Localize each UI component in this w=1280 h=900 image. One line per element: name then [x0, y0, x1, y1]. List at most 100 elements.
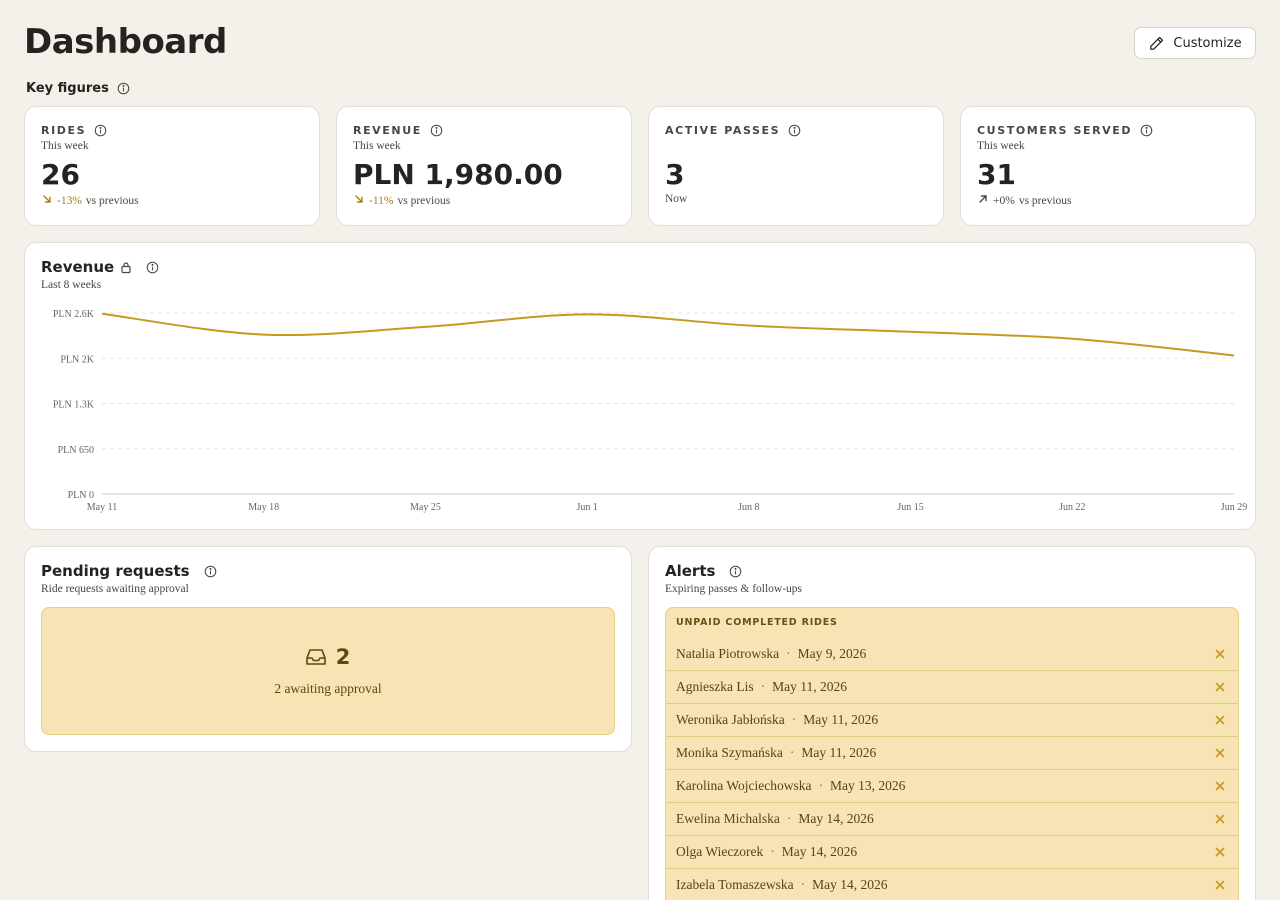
y-tick-label: PLN 650 [58, 445, 94, 456]
inbox-icon [305, 648, 326, 666]
separator-dot: · [770, 844, 775, 859]
info-icon[interactable] [788, 124, 801, 137]
alert-date: May 9, 2026 [797, 646, 867, 661]
alert-customer-name: Monika Szymańska [676, 745, 783, 760]
kpi-card-revenue: REVENUE This week PLN 1,980.00 -11% vs p… [336, 106, 632, 226]
alert-customer-name: Olga Wieczorek [676, 844, 764, 859]
kpi-card-active-passes: ACTIVE PASSES 3 Now [648, 106, 944, 226]
kpi-period: This week [41, 140, 89, 152]
kpi-trend-suffix: vs previous [1018, 194, 1072, 207]
alert-date: May 13, 2026 [830, 778, 906, 793]
info-icon[interactable] [1140, 124, 1153, 137]
close-icon[interactable] [1212, 679, 1228, 695]
alerts-section-title: UNPAID COMPLETED RIDES [676, 617, 838, 628]
alert-date: May 14, 2026 [812, 877, 888, 892]
kpi-trend: +0% vs previous [977, 193, 1239, 208]
alert-item[interactable]: Izabela Tomaszewska · May 14, 2026 [666, 869, 1238, 900]
separator-dot: · [800, 877, 806, 892]
close-icon[interactable] [1212, 844, 1228, 860]
kpi-period: This week [977, 140, 1025, 152]
kpi-trend-suffix: vs previous [397, 194, 451, 207]
close-icon[interactable] [1212, 745, 1228, 761]
info-icon[interactable] [117, 82, 130, 95]
revenue-chart: PLN 0 PLN 650 PLN 1.3K PLN 2K PLN 2.6K May 11… [53, 309, 1247, 513]
pending-count: 2 [335, 645, 351, 669]
alert-date: May 11, 2026 [803, 712, 879, 727]
alerts-title-row: Alerts [665, 562, 1239, 580]
alert-item[interactable]: Natalia Piotrowska · May 9, 2026 [666, 638, 1238, 671]
alert-date: May 14, 2026 [781, 844, 858, 859]
x-tick-label: Jun 29 [1221, 502, 1247, 513]
kpi-card-customers-served: CUSTOMERS SERVED This week 31 +0% vs pre… [960, 106, 1256, 226]
close-icon[interactable] [1212, 811, 1228, 827]
page-title: Dashboard [24, 22, 227, 62]
chart-title: Revenue [41, 258, 115, 276]
y-tick-label: PLN 1.3K [53, 400, 95, 411]
kpi-period: This week [353, 140, 401, 152]
alerts-card: Alerts Expiring passes & follow-ups UNPA… [648, 546, 1256, 900]
separator-dot: · [786, 811, 792, 826]
pending-requests-card: Pending requests Ride requests awaiting … [24, 546, 632, 752]
kpi-card-rides: RIDES This week 26 -13% vs previous [24, 106, 320, 226]
kpi-value: 31 [977, 158, 1016, 191]
key-figures-heading: Key figures [26, 81, 130, 96]
alert-customer-name: Agnieszka Lis [676, 679, 754, 694]
alert-customer-name: Izabela Tomaszewska [676, 877, 794, 892]
pencil-icon [1148, 35, 1165, 52]
x-tick-label: Jun 22 [1059, 502, 1085, 513]
alerts-subtitle: Expiring passes & follow-ups [665, 583, 803, 595]
kpi-trend-value: -13% [57, 194, 82, 207]
close-icon[interactable] [1212, 778, 1228, 794]
info-icon[interactable] [729, 565, 742, 578]
pending-count-row: 2 [305, 645, 351, 669]
lock-icon [120, 261, 132, 274]
info-icon[interactable] [430, 124, 443, 137]
arrow-up-right-icon [977, 193, 989, 208]
revenue-chart-card: PLN 0 PLN 650 PLN 1.3K PLN 2K PLN 2.6K May 11… [24, 242, 1256, 530]
close-icon[interactable] [1212, 646, 1228, 662]
alert-item[interactable]: Olga Wieczorek · May 14, 2026 [666, 836, 1238, 869]
info-icon[interactable] [146, 261, 159, 274]
alerts-title: Alerts [665, 562, 716, 580]
close-icon[interactable] [1212, 712, 1228, 728]
pending-summary[interactable]: 2 2 awaiting approval [41, 607, 615, 735]
x-tick-label: May 25 [410, 502, 441, 513]
chart-subtitle: Last 8 weeks [41, 279, 102, 291]
info-icon[interactable] [204, 565, 217, 578]
arrow-down-right-icon [41, 193, 53, 208]
kpi-trend-value: +0% [993, 194, 1015, 207]
kpi-label: ACTIVE PASSES [665, 123, 781, 137]
separator-dot: · [760, 679, 766, 694]
alert-item[interactable]: Ewelina Michalska · May 14, 2026 [666, 803, 1238, 836]
pending-subtitle: Ride requests awaiting approval [41, 583, 189, 595]
chart-title-row: Revenue [41, 258, 159, 276]
kpi-value: PLN 1,980.00 [353, 158, 563, 191]
alert-item[interactable]: Karolina Wojciechowska · May 13, 2026 [666, 770, 1238, 803]
kpi-note: Now [665, 193, 688, 205]
alert-item[interactable]: Agnieszka Lis · May 11, 2026 [666, 671, 1238, 704]
kpi-label: REVENUE [353, 123, 422, 137]
y-tick-label: PLN 0 [68, 490, 94, 501]
customize-button[interactable]: Customize [1134, 27, 1256, 59]
separator-dot: · [791, 712, 797, 727]
pending-text: 2 awaiting approval [274, 681, 382, 696]
kpi-label: CUSTOMERS SERVED [977, 123, 1133, 137]
alert-date: May 14, 2026 [798, 811, 874, 826]
x-tick-label: May 11 [87, 502, 117, 513]
alert-customer-name: Natalia Piotrowska [676, 646, 780, 661]
y-tick-label: PLN 2.6K [53, 309, 95, 320]
kpi-trend: -11% vs previous [353, 193, 615, 208]
close-icon[interactable] [1212, 877, 1228, 893]
alert-item[interactable]: Monika Szymańska · May 11, 2026 [666, 737, 1238, 770]
kpi-value: 26 [41, 158, 80, 191]
info-icon[interactable] [94, 124, 107, 137]
arrow-down-right-icon [353, 193, 365, 208]
alerts-list: UNPAID COMPLETED RIDES Natalia Piotrowsk… [665, 607, 1239, 900]
separator-dot: · [786, 646, 791, 661]
alert-item[interactable]: Weronika Jabłońska · May 11, 2026 [666, 704, 1238, 737]
pending-title-row: Pending requests [41, 562, 615, 580]
kpi-trend-value: -11% [369, 194, 394, 207]
alert-customer-name: Karolina Wojciechowska [676, 778, 812, 793]
pending-title: Pending requests [41, 562, 190, 580]
alert-customer-name: Ewelina Michalska [676, 811, 780, 826]
